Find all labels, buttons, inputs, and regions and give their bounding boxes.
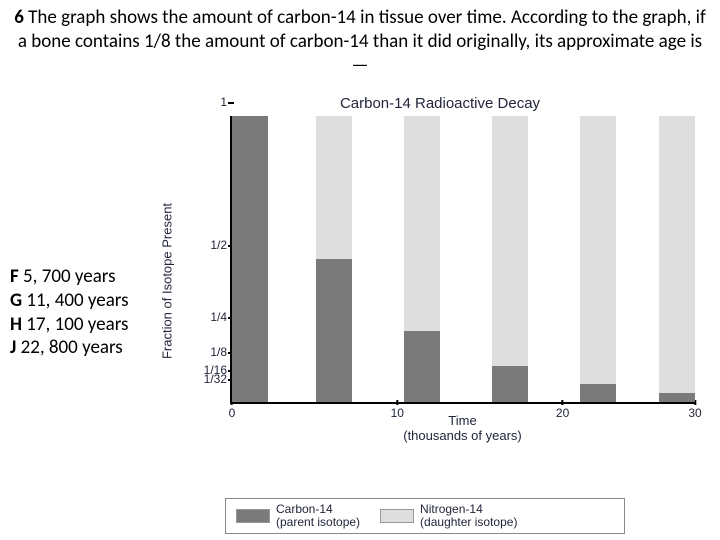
y-tick: 1 [187,95,227,109]
legend-swatch-parent [236,509,270,523]
bar [404,116,440,402]
bar [580,116,616,402]
bar-daughter [659,116,695,402]
legend-item-daughter: Nitrogen-14 (daughter isotope) [380,503,517,529]
legend-item-parent: Carbon-14 (parent isotope) [236,503,360,529]
answer-choice: H 17, 100 years [10,313,129,337]
bar [659,116,695,402]
chart: Carbon-14 Radioactive Decay Fraction of … [175,95,705,495]
y-tick: 1/2 [187,238,227,252]
answer-choices: F 5, 700 years G 11, 400 years H 17, 100… [10,265,129,360]
question-body: The graph shows the amount of carbon-14 … [18,6,706,77]
chart-title: Carbon-14 Radioactive Decay [175,95,705,112]
plot-area: 11/21/41/81/161/320102030 [230,116,695,404]
bar-parent [659,393,695,402]
bar-daughter [580,116,616,402]
bar-parent [316,259,352,402]
plot-wrap: Fraction of Isotope Present 11/21/41/81/… [175,116,705,446]
bar-parent [404,331,440,403]
y-axis-label: Fraction of Isotope Present [160,203,175,359]
answer-choice: F 5, 700 years [10,265,129,289]
bar [492,116,528,402]
question-text: 6 The graph shows the amount of carbon-1… [0,0,720,77]
y-tick: 1/32 [187,372,227,386]
bar-parent [580,384,616,402]
bar-parent [492,366,528,402]
x-axis-label: Time (thousands of years) [230,414,695,444]
answer-choice: G 11, 400 years [10,289,129,313]
legend-swatch-daughter [380,509,414,523]
question-number: 6 [14,6,24,29]
bar-parent [232,116,268,402]
y-tick: 1/4 [187,310,227,324]
legend: Carbon-14 (parent isotope) Nitrogen-14 (… [225,498,625,534]
bar-daughter [492,116,528,402]
y-tick: 1/8 [187,345,227,359]
bar [232,116,268,402]
answer-choice: J 22, 800 years [10,336,129,360]
bar [316,116,352,402]
